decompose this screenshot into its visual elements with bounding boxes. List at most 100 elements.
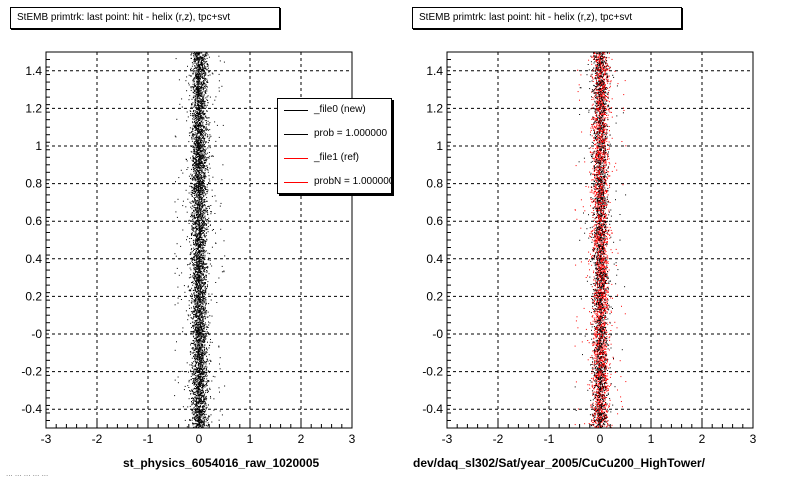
panel-0-point <box>196 87 198 88</box>
panel-0-point <box>195 241 196 243</box>
panel-0-point <box>195 334 197 336</box>
panel-0-point <box>194 403 196 405</box>
panel-0-point <box>203 195 205 196</box>
panel-0-point <box>186 76 188 78</box>
panel-0-point <box>196 381 198 382</box>
panel-0-point <box>196 204 198 206</box>
panel-0-point <box>194 310 196 312</box>
panel-0-point <box>198 285 200 286</box>
panel-0-point <box>205 161 207 163</box>
panel-0-point <box>206 78 208 80</box>
panel-0-point <box>196 278 198 279</box>
panel-0-point <box>198 159 200 161</box>
panel-0-point <box>206 86 208 88</box>
panel-0-point <box>201 366 203 368</box>
panel-0-point <box>201 76 203 78</box>
panel-0-point <box>201 189 203 191</box>
panel-0-point <box>199 159 201 161</box>
panel-0-point <box>203 177 205 179</box>
panel-0-point <box>205 392 207 394</box>
panel-0-point <box>209 259 211 261</box>
panel-0-point <box>194 356 196 358</box>
panel-0-point <box>196 392 198 394</box>
panel-0-point <box>195 114 197 116</box>
panel-0-point <box>204 366 206 368</box>
panel-0-point <box>194 110 196 112</box>
panel-0-point <box>205 402 206 404</box>
panel-0-point <box>199 358 200 360</box>
panel-0-point <box>196 136 198 138</box>
panel-0-point <box>203 114 205 116</box>
panel-0-point <box>193 394 195 395</box>
panel-0-point <box>197 67 199 68</box>
panel-0-point <box>200 337 202 339</box>
panel-0-point <box>207 166 208 168</box>
panel-0-point <box>196 137 198 139</box>
panel-0-point <box>209 140 210 142</box>
panel-0-point <box>199 76 201 78</box>
panel-0-point <box>199 132 201 134</box>
panel-0-point <box>200 151 202 153</box>
panel-0-point <box>198 204 200 206</box>
panel-0-point <box>203 263 205 265</box>
panel-0-point <box>200 364 202 366</box>
panel-0-point <box>195 270 196 272</box>
panel-0-point <box>194 273 196 275</box>
panel-0-point <box>202 73 204 75</box>
panel-0-point <box>207 284 208 286</box>
panel-0-point <box>201 373 203 375</box>
panel-0-point <box>196 314 198 316</box>
panel-0-point <box>204 304 206 306</box>
panel-0-point <box>194 360 196 362</box>
panel-0-point <box>205 369 207 371</box>
panel-0-point <box>202 182 204 184</box>
panel-0-point <box>198 89 200 91</box>
panel-0-point <box>204 217 206 219</box>
panel-0-point <box>188 398 190 400</box>
panel-0-point <box>202 148 204 150</box>
panel-0-point <box>200 399 202 401</box>
panel-0-point <box>206 197 208 199</box>
panel-0-point <box>198 350 200 352</box>
panel-0-point <box>200 188 202 190</box>
panel-0-point <box>202 248 204 250</box>
panel-0-point <box>204 223 206 225</box>
panel-0-point <box>197 202 199 204</box>
panel-0-point <box>192 147 194 148</box>
panel-0-point <box>199 208 200 209</box>
panel-0-point <box>200 321 202 323</box>
panel-0-point <box>199 140 201 142</box>
panel-0-point <box>182 205 184 207</box>
panel-0-point <box>188 381 190 383</box>
panel-0-point <box>197 351 199 353</box>
panel-0-point <box>202 263 204 265</box>
panel-0-point <box>200 265 202 267</box>
panel-0-point <box>196 161 198 163</box>
panel-0-point <box>178 177 180 179</box>
panel-0-point <box>197 385 199 387</box>
panel-0-point <box>192 416 194 418</box>
panel-0-point <box>194 341 195 343</box>
panel-0-point <box>195 158 197 160</box>
panel-0-point <box>201 392 203 394</box>
panel-0-point <box>201 73 203 75</box>
panel-0-point <box>199 279 201 281</box>
panel-0-point <box>193 71 195 73</box>
panel-0-point <box>193 356 194 358</box>
panel-0-point <box>200 105 202 107</box>
panel-0-point <box>192 179 194 181</box>
panel-0-point <box>197 238 199 240</box>
panel-0-point <box>197 205 199 207</box>
panel-0-point <box>193 282 195 284</box>
panel-0-point <box>199 385 201 386</box>
panel-0-point <box>198 52 200 54</box>
panel-0-point <box>218 277 220 279</box>
panel-0-point <box>201 137 203 139</box>
panel-0-point <box>194 144 196 146</box>
panel-0-point <box>190 289 192 291</box>
panel-0-point <box>208 163 210 165</box>
panel-0-point <box>196 411 198 413</box>
panel-0-point <box>204 409 206 411</box>
panel-0-point <box>210 397 212 399</box>
panel-0-point <box>196 215 198 216</box>
